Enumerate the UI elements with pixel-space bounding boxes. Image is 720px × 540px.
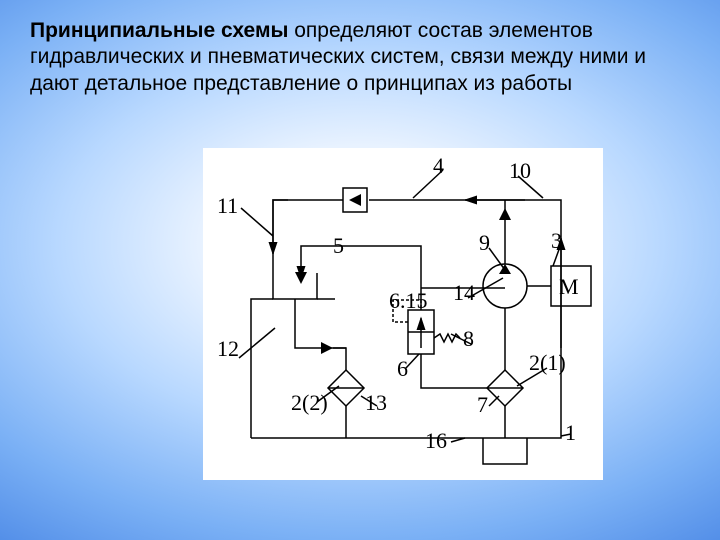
- label-13: 13: [365, 390, 387, 415]
- label-1: 1: [565, 420, 576, 445]
- label-615: 6.15: [389, 288, 428, 313]
- schematic-svg: 5: [203, 148, 603, 480]
- label-motor: M: [559, 274, 579, 299]
- label-16: 16: [425, 428, 447, 453]
- slide: Принципиальные схемы определяют состав э…: [0, 0, 720, 540]
- label-12: 12: [217, 336, 239, 361]
- heading-text: Принципиальные схемы определяют состав э…: [30, 18, 690, 97]
- label-4: 4: [433, 153, 444, 178]
- label-14: 14: [453, 280, 475, 305]
- label-7: 7: [477, 392, 488, 417]
- label-5: 5: [333, 233, 344, 258]
- label-2-2: 2(2): [291, 390, 328, 415]
- heading-bold: Принципиальные схемы: [30, 19, 288, 42]
- label-9: 9: [479, 230, 490, 255]
- label-11: 11: [217, 193, 238, 218]
- label-2-1: 2(1): [529, 350, 566, 375]
- label-10: 10: [509, 158, 531, 183]
- label-6: 6: [397, 356, 408, 381]
- label-3: 3: [551, 228, 562, 253]
- label-8: 8: [463, 326, 474, 351]
- schematic-diagram: 5: [203, 148, 603, 480]
